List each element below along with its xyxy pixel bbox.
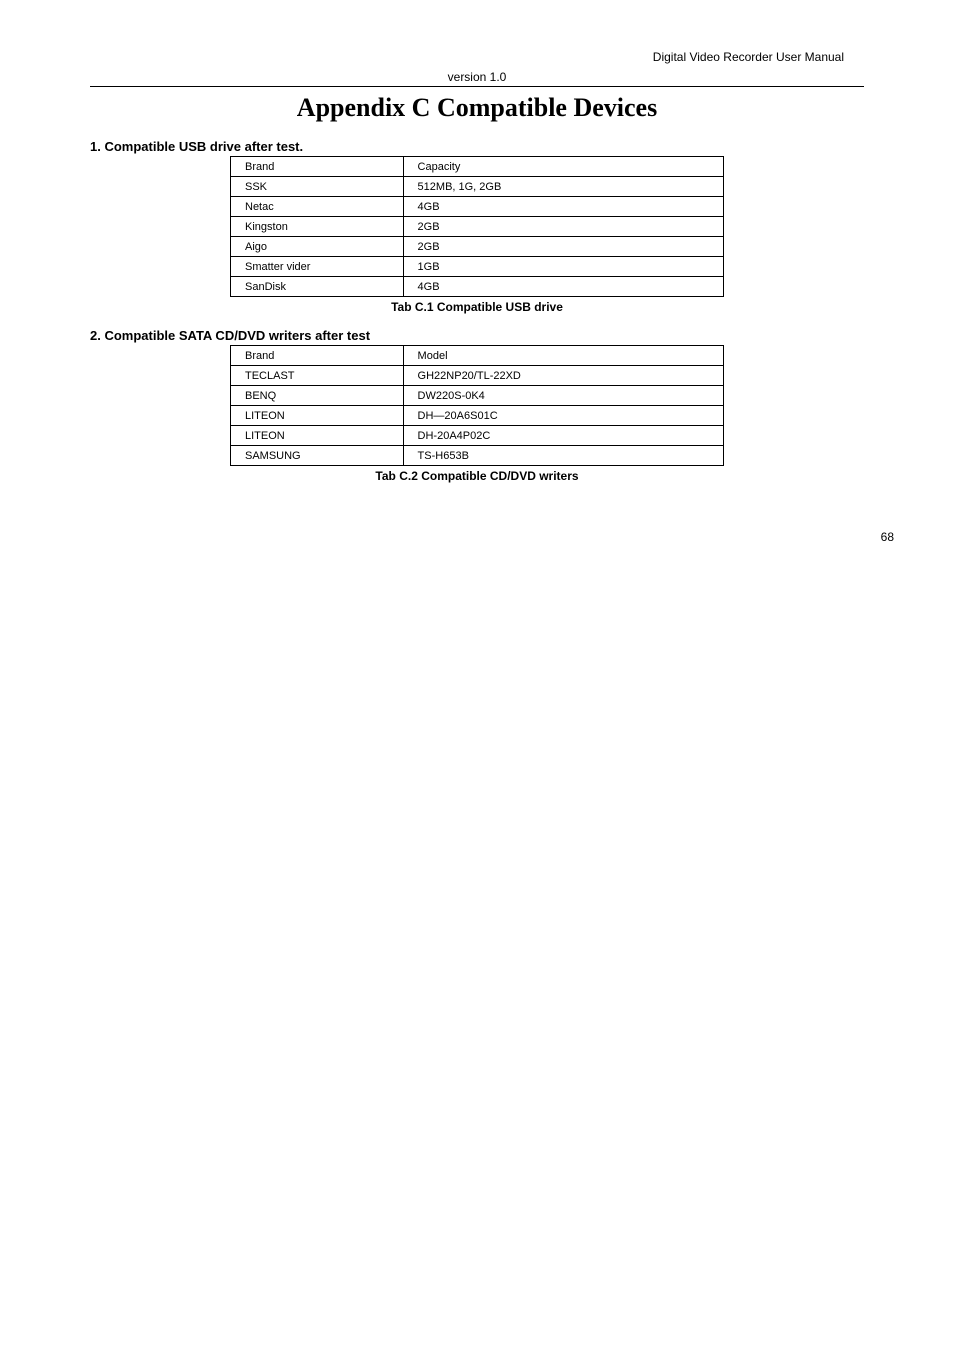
usb-drive-table: Brand Capacity SSK 512MB, 1G, 2GB Netac …	[230, 156, 724, 297]
table-cell: GH22NP20/TL-22XD	[403, 366, 723, 386]
table-cell: Kingston	[231, 217, 404, 237]
table-cell: BENQ	[231, 386, 404, 406]
table-row: SanDisk 4GB	[231, 277, 724, 297]
section1-caption: Tab C.1 Compatible USB drive	[90, 300, 864, 314]
table-row: Smatter vider 1GB	[231, 257, 724, 277]
table-row: LITEON DH—20A6S01C	[231, 406, 724, 426]
table-cell: LITEON	[231, 426, 404, 446]
table-cell: SSK	[231, 177, 404, 197]
table-cell: 2GB	[403, 217, 723, 237]
table-row: Kingston 2GB	[231, 217, 724, 237]
section2-caption: Tab C.2 Compatible CD/DVD writers	[90, 469, 864, 483]
table-cell: TECLAST	[231, 366, 404, 386]
table-cell: 4GB	[403, 197, 723, 217]
doc-header-version: version 1.0	[90, 64, 864, 87]
table-cell: DH—20A6S01C	[403, 406, 723, 426]
table-cell: Netac	[231, 197, 404, 217]
table-cell: TS-H653B	[403, 446, 723, 466]
table-row: Netac 4GB	[231, 197, 724, 217]
table-row: SSK 512MB, 1G, 2GB	[231, 177, 724, 197]
table-cell: SAMSUNG	[231, 446, 404, 466]
section2-heading: 2. Compatible SATA CD/DVD writers after …	[90, 328, 864, 343]
section2-table-wrap: Brand Model TECLAST GH22NP20/TL-22XD BEN…	[90, 345, 864, 466]
table-cell: LITEON	[231, 406, 404, 426]
table-cell: 2GB	[403, 237, 723, 257]
table-header-cell: Model	[403, 346, 723, 366]
section1-heading: 1. Compatible USB drive after test.	[90, 139, 864, 154]
table-cell: Smatter vider	[231, 257, 404, 277]
cddvd-writer-table: Brand Model TECLAST GH22NP20/TL-22XD BEN…	[230, 345, 724, 466]
table-cell: Aigo	[231, 237, 404, 257]
table-row: Brand Capacity	[231, 157, 724, 177]
table-row: TECLAST GH22NP20/TL-22XD	[231, 366, 724, 386]
table-header-cell: Brand	[231, 157, 404, 177]
doc-header-title: Digital Video Recorder User Manual	[90, 50, 844, 64]
table-cell: 1GB	[403, 257, 723, 277]
page-title: Appendix C Compatible Devices	[90, 93, 864, 123]
table-cell: 512MB, 1G, 2GB	[403, 177, 723, 197]
document-page: Digital Video Recorder User Manual versi…	[0, 0, 954, 1350]
table-row: SAMSUNG TS-H653B	[231, 446, 724, 466]
table-row: Brand Model	[231, 346, 724, 366]
table-cell: 4GB	[403, 277, 723, 297]
table-header-cell: Capacity	[403, 157, 723, 177]
table-row: LITEON DH-20A4P02C	[231, 426, 724, 446]
section1-table-wrap: Brand Capacity SSK 512MB, 1G, 2GB Netac …	[90, 156, 864, 297]
table-cell: SanDisk	[231, 277, 404, 297]
table-cell: DH-20A4P02C	[403, 426, 723, 446]
table-row: Aigo 2GB	[231, 237, 724, 257]
page-number: 68	[881, 530, 894, 544]
table-header-cell: Brand	[231, 346, 404, 366]
table-row: BENQ DW220S-0K4	[231, 386, 724, 406]
table-cell: DW220S-0K4	[403, 386, 723, 406]
